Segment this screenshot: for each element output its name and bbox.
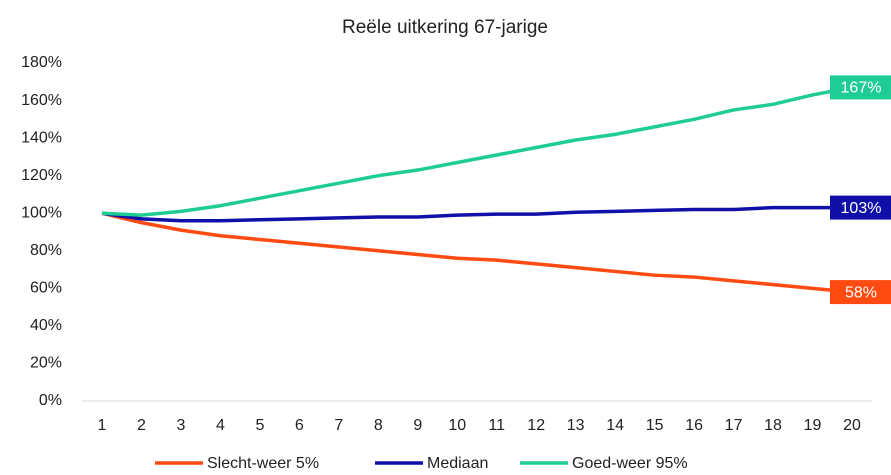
- x-tick-label: 19: [804, 417, 822, 434]
- x-tick-label: 7: [334, 417, 343, 434]
- value-label-box: [830, 195, 891, 220]
- x-tick-label: 13: [567, 417, 585, 434]
- value-label: 167%: [830, 75, 891, 100]
- x-tick-label: 12: [527, 417, 545, 434]
- x-tick-label: 5: [255, 417, 264, 434]
- x-tick-label: 3: [176, 417, 185, 434]
- y-tick-label: 100%: [21, 204, 62, 221]
- value-label-box: [830, 280, 891, 305]
- x-tick-label: 15: [646, 417, 664, 434]
- x-tick-label: 1: [98, 417, 107, 434]
- y-tick-label: 20%: [30, 355, 62, 372]
- value-label: 58%: [830, 280, 891, 305]
- x-tick-label: 8: [374, 417, 383, 434]
- value-label-box: [830, 75, 891, 100]
- x-tick-label: 20: [843, 417, 861, 434]
- x-tick-label: 18: [764, 417, 782, 434]
- legend-label: Goed-weer 95%: [572, 455, 688, 472]
- x-tick-label: 6: [295, 417, 304, 434]
- x-tick-label: 17: [725, 417, 743, 434]
- series-line: [101, 85, 853, 217]
- x-tick-label: 11: [488, 417, 505, 434]
- x-tick-label: 2: [137, 417, 146, 434]
- value-label-text: 58%: [845, 284, 877, 301]
- x-tick-label: 14: [606, 417, 624, 434]
- y-tick-label: 120%: [21, 167, 62, 184]
- x-tick-label: 9: [413, 417, 422, 434]
- y-tick-label: 180%: [21, 54, 62, 71]
- x-tick-label: 4: [216, 417, 225, 434]
- y-tick-label: 60%: [30, 280, 62, 297]
- series-line: [101, 205, 852, 223]
- value-label: 103%: [830, 195, 891, 220]
- series-line: [101, 211, 853, 294]
- y-tick-label: 80%: [30, 242, 62, 259]
- chart-title: Reële uitkering 67-jarige: [342, 17, 548, 38]
- value-label-text: 167%: [841, 80, 882, 97]
- legend-label: Mediaan: [427, 455, 488, 472]
- y-tick-label: 0%: [39, 392, 62, 409]
- y-tick-label: 160%: [21, 92, 62, 109]
- value-label-text: 103%: [841, 200, 882, 217]
- y-tick-label: 140%: [21, 129, 62, 146]
- legend-label: Slecht-weer 5%: [207, 455, 319, 472]
- x-tick-label: 16: [685, 417, 703, 434]
- x-tick-label: 10: [448, 417, 466, 434]
- y-tick-label: 40%: [30, 317, 62, 334]
